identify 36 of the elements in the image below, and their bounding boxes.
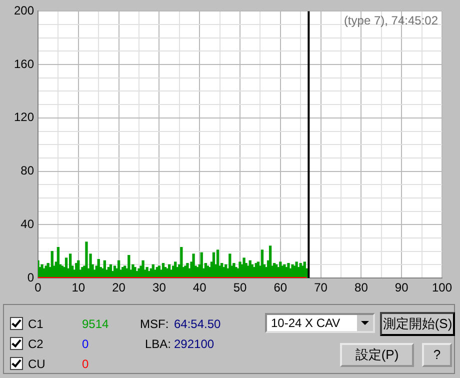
- button: ?: [422, 343, 452, 367]
- y-tick-label: 200: [14, 4, 34, 18]
- bar: [142, 260, 144, 278]
- y-tick-label: 80: [20, 164, 34, 178]
- text: 9514: [82, 317, 109, 331]
- y-tick-label: 0: [27, 270, 34, 284]
- text: C1: [28, 317, 44, 331]
- x-tick-label: 70: [314, 280, 328, 295]
- x-tick-label: 90: [394, 280, 409, 295]
- x-tick-label: 10: [72, 280, 86, 295]
- annotation: (type 7), 74:45:02: [344, 14, 438, 28]
- text: MSF:: [140, 317, 169, 331]
- bar: [85, 242, 88, 278]
- text: 0: [82, 357, 89, 371]
- x-tick-label: 80: [354, 280, 368, 295]
- x-tick-label: 60: [274, 280, 288, 295]
- button: 測定開始(S): [380, 312, 455, 336]
- x-tick-label: 50: [233, 280, 247, 295]
- text: LBA:: [145, 337, 172, 351]
- text: 0: [82, 337, 89, 351]
- text: C2: [28, 337, 44, 351]
- text: CU: [28, 357, 46, 371]
- x-tick-label: 100: [432, 280, 452, 295]
- bar: [180, 246, 183, 278]
- text: 292100: [174, 337, 214, 351]
- x-tick-label: 40: [192, 280, 207, 295]
- x-tick-label: 30: [152, 280, 166, 295]
- dropdown: 10-24 X CAV: [265, 313, 375, 333]
- button: 設定(P): [340, 343, 414, 367]
- y-tick-label: 40: [20, 216, 34, 231]
- text: 64:54.50: [174, 317, 221, 331]
- y-tick-label: 160: [14, 56, 34, 71]
- bar: [192, 254, 195, 278]
- bar: [295, 262, 298, 278]
- y-tick-label: 120: [14, 110, 34, 124]
- x-tick-label: 20: [112, 280, 126, 295]
